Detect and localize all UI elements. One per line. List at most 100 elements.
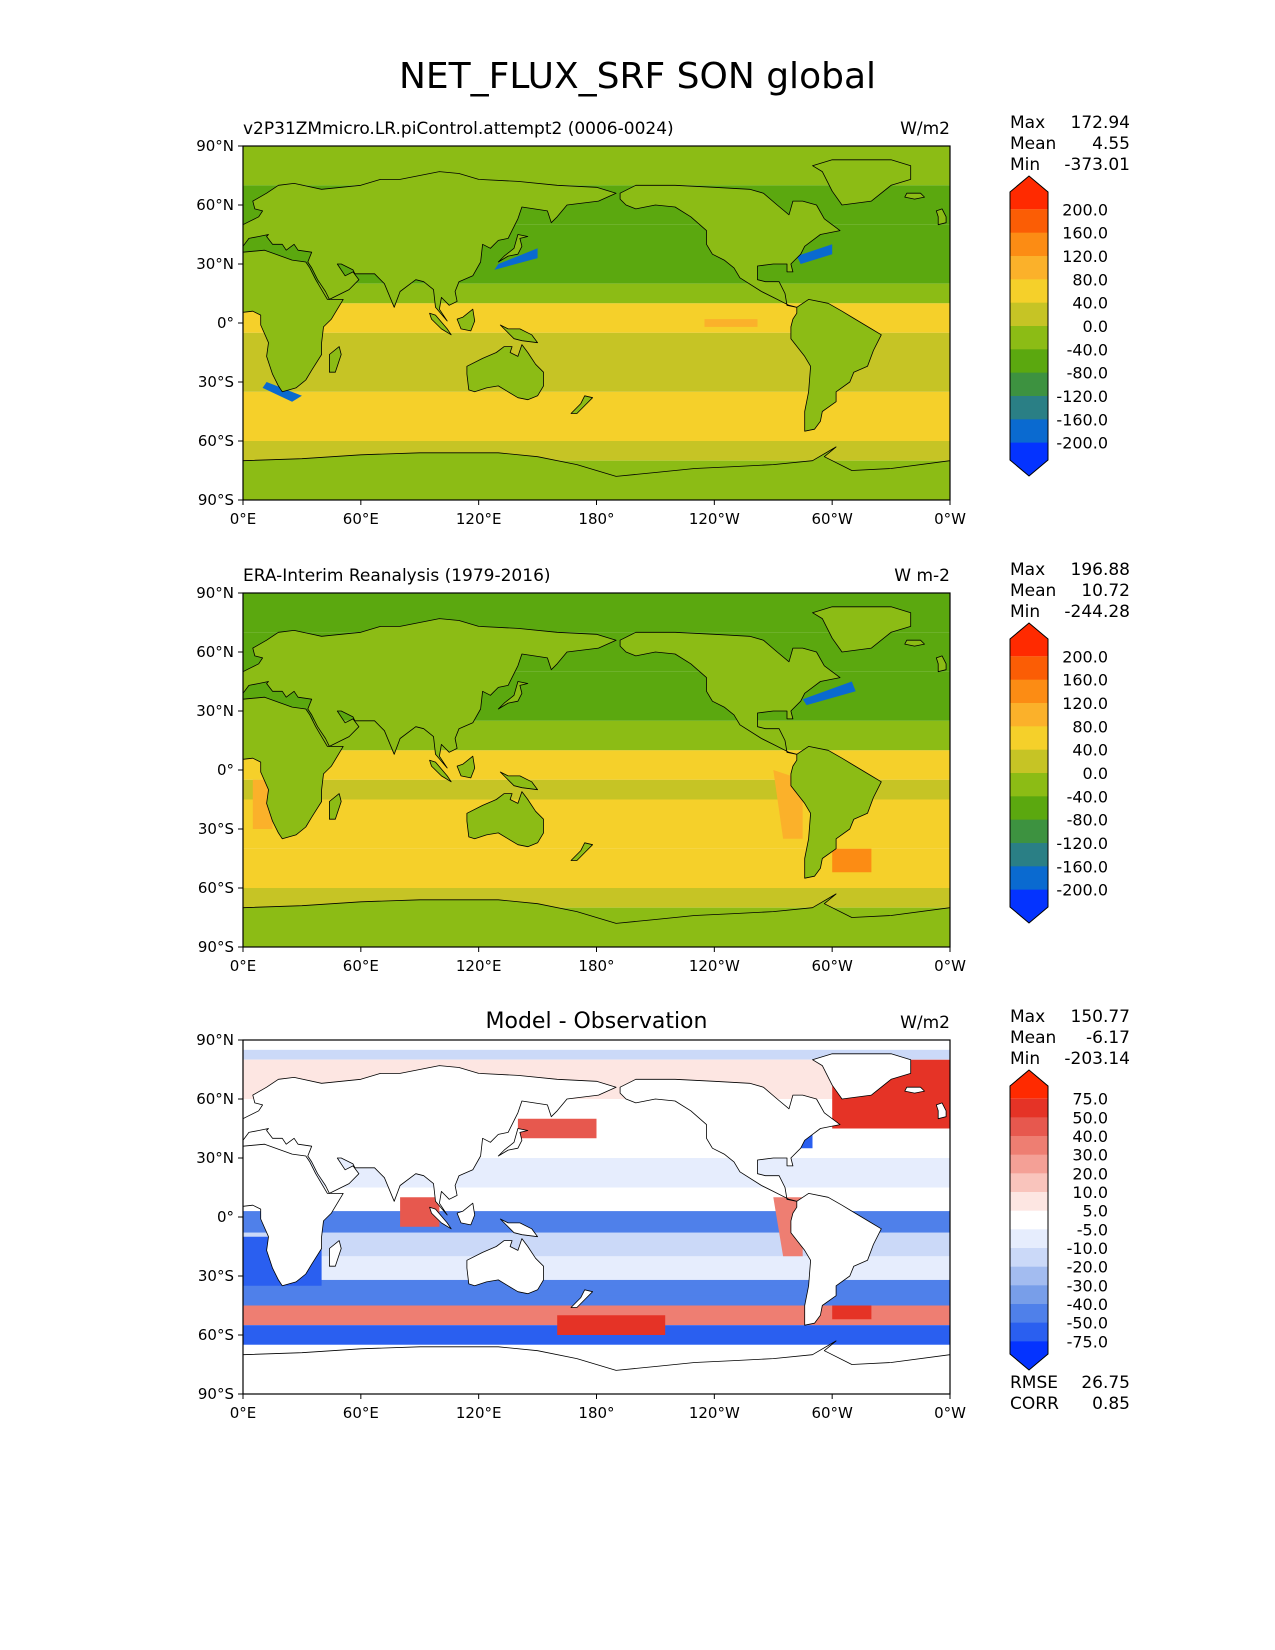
colorbar: 75.050.040.030.020.010.05.0-5.0-10.0-20.… [1009, 1069, 1108, 1371]
colorbar: 200.0 160.0 120.0 80.0 40.0 0.0 -40.0 -80.0 -120… [1009, 622, 1108, 924]
colorbar-segment [1010, 773, 1048, 797]
coastline-nz [570, 842, 593, 861]
stat-label: Mean [1010, 1028, 1056, 1048]
colorbar-segment [1010, 279, 1048, 304]
coastline-borneo [456, 308, 476, 332]
y-tick-label: 90°N [196, 584, 234, 602]
colorbar-segment [1010, 1154, 1048, 1174]
coastline-madagascar [328, 346, 342, 373]
colorbar-outline [1009, 1069, 1049, 1371]
x-tick-label: 180° [578, 957, 614, 975]
x-tick-label: 0°E [230, 957, 257, 975]
x-tick-label: 180° [578, 1404, 614, 1422]
coastline-japan [497, 1128, 529, 1157]
colorbar-level-label: 120.0 [1062, 694, 1108, 713]
colorbar-level-label: -10.0 [1067, 1239, 1108, 1258]
coastline-madagascar [328, 1240, 342, 1267]
colorbar-segment [1010, 796, 1048, 821]
coastline-africa [243, 1143, 344, 1287]
coastline-ukisland [935, 1102, 947, 1120]
colorbar-outline [1009, 175, 1049, 477]
colorbar-segment [1010, 1070, 1048, 1099]
map-panel-model: 0°E 60°E 120°E 180° 120°W 60°W 0°W 90°N 60°N 30°N… [196, 113, 1130, 528]
field-layer [243, 146, 950, 500]
colorbar-segment [1010, 1322, 1048, 1342]
coastline-nz [570, 395, 593, 414]
page-title: NET_FLUX_SRF SON global [398, 56, 877, 97]
stat-value: -373.01 [1064, 155, 1130, 175]
y-tick-label: 0° [217, 1208, 234, 1226]
colorbar-segment [1010, 302, 1048, 327]
y-tick-label: 60°S [198, 432, 234, 450]
x-tick-label: 60°E [343, 1404, 379, 1422]
x-tick-label: 120°W [689, 1404, 740, 1422]
colorbar-level-label: -50.0 [1067, 1314, 1108, 1333]
colorbar-level-label: 10.0 [1072, 1183, 1108, 1202]
stat-label: Min [1010, 602, 1040, 622]
colorbar-level-label: 160.0 [1062, 671, 1108, 690]
stat-value: 10.72 [1081, 581, 1130, 601]
y-tick-label: 60°S [198, 1326, 234, 1344]
coastline-iceland [904, 639, 925, 647]
coastline-greenland [812, 159, 912, 206]
stat-label: Max [1010, 1007, 1045, 1027]
y-tick-label: 0° [217, 314, 234, 332]
x-tick-label: 120°E [456, 510, 502, 528]
x-tick-label: 120°E [456, 957, 502, 975]
colorbar-segment [1010, 256, 1048, 280]
colorbar-level-label: -120.0 [1056, 387, 1108, 406]
coastline-madagascar [328, 793, 342, 820]
zonal-band [243, 332, 950, 353]
colorbar-level-label: -200.0 [1056, 881, 1108, 900]
colorbar-segment [1010, 656, 1048, 681]
colorbar-level-label: -20.0 [1067, 1258, 1108, 1277]
colorbar-segment [1010, 703, 1048, 727]
panel-title-left: ERA-Interim Reanalysis (1979-2016) [243, 566, 551, 586]
coastline-iceland [904, 1086, 925, 1094]
y-tick-label: 90°S [198, 938, 234, 956]
y-tick-label: 30°N [196, 1149, 234, 1167]
field-anomaly [494, 248, 538, 270]
colorbar-level-label: -40.0 [1067, 787, 1108, 806]
x-tick-label: 60°W [811, 957, 853, 975]
colorbar-level-label: 200.0 [1062, 647, 1108, 666]
x-tick-label: 0°W [934, 1404, 966, 1422]
coastline-samerica [790, 298, 882, 432]
y-tick-label: 60°N [196, 196, 234, 214]
y-tick-label: 90°S [198, 491, 234, 509]
stat-value: 172.94 [1071, 113, 1130, 133]
coastline-antarctica [243, 446, 950, 500]
map-panel-observation: 0°E 60°E 120°E 180° 120°W 60°W 0°W 90°N 60°N 30°N… [196, 560, 1130, 975]
field-layer [243, 1040, 950, 1394]
coastline-nz [570, 1289, 593, 1308]
colorbar-level-label: 5.0 [1083, 1202, 1108, 1221]
field-layer [243, 593, 950, 947]
colorbar-level-label: -80.0 [1067, 811, 1108, 830]
colorbar-segment [1010, 679, 1048, 704]
colorbar-segment [1010, 889, 1048, 923]
coastline-newguinea [499, 1218, 538, 1238]
coastline-sumatra [429, 759, 452, 783]
x-tick-label: 120°W [689, 510, 740, 528]
map-panel-difference: 0°E 60°E 120°E 180° 120°W 60°W 0°W 90°N 60°N 30°N… [196, 1007, 1130, 1422]
colorbar-outline [1009, 622, 1049, 924]
x-tick-label: 60°W [811, 510, 853, 528]
colorbar-level-label: -40.0 [1067, 340, 1108, 359]
colorbar-level-label: 80.0 [1072, 270, 1108, 289]
zonal-band [243, 1256, 950, 1280]
colorbar-segment [1010, 866, 1048, 891]
panel-units: W/m2 [900, 1013, 950, 1033]
y-tick-label: 0° [217, 761, 234, 779]
x-tick-label: 60°E [343, 510, 379, 528]
colorbar-segment [1010, 749, 1048, 774]
stat-value: 4.55 [1092, 134, 1130, 154]
colorbar-level-label: -30.0 [1067, 1276, 1108, 1295]
colorbar-segment [1010, 442, 1048, 476]
stat-label: RMSE [1010, 1373, 1058, 1393]
coastline-ukisland [935, 655, 947, 673]
colorbar-level-label: 40.0 [1072, 1127, 1108, 1146]
missing-data-strip [243, 1040, 950, 1050]
colorbar-segment [1010, 1229, 1048, 1249]
stat-value: 26.75 [1081, 1373, 1130, 1393]
colorbar-level-label: 75.0 [1072, 1090, 1108, 1109]
